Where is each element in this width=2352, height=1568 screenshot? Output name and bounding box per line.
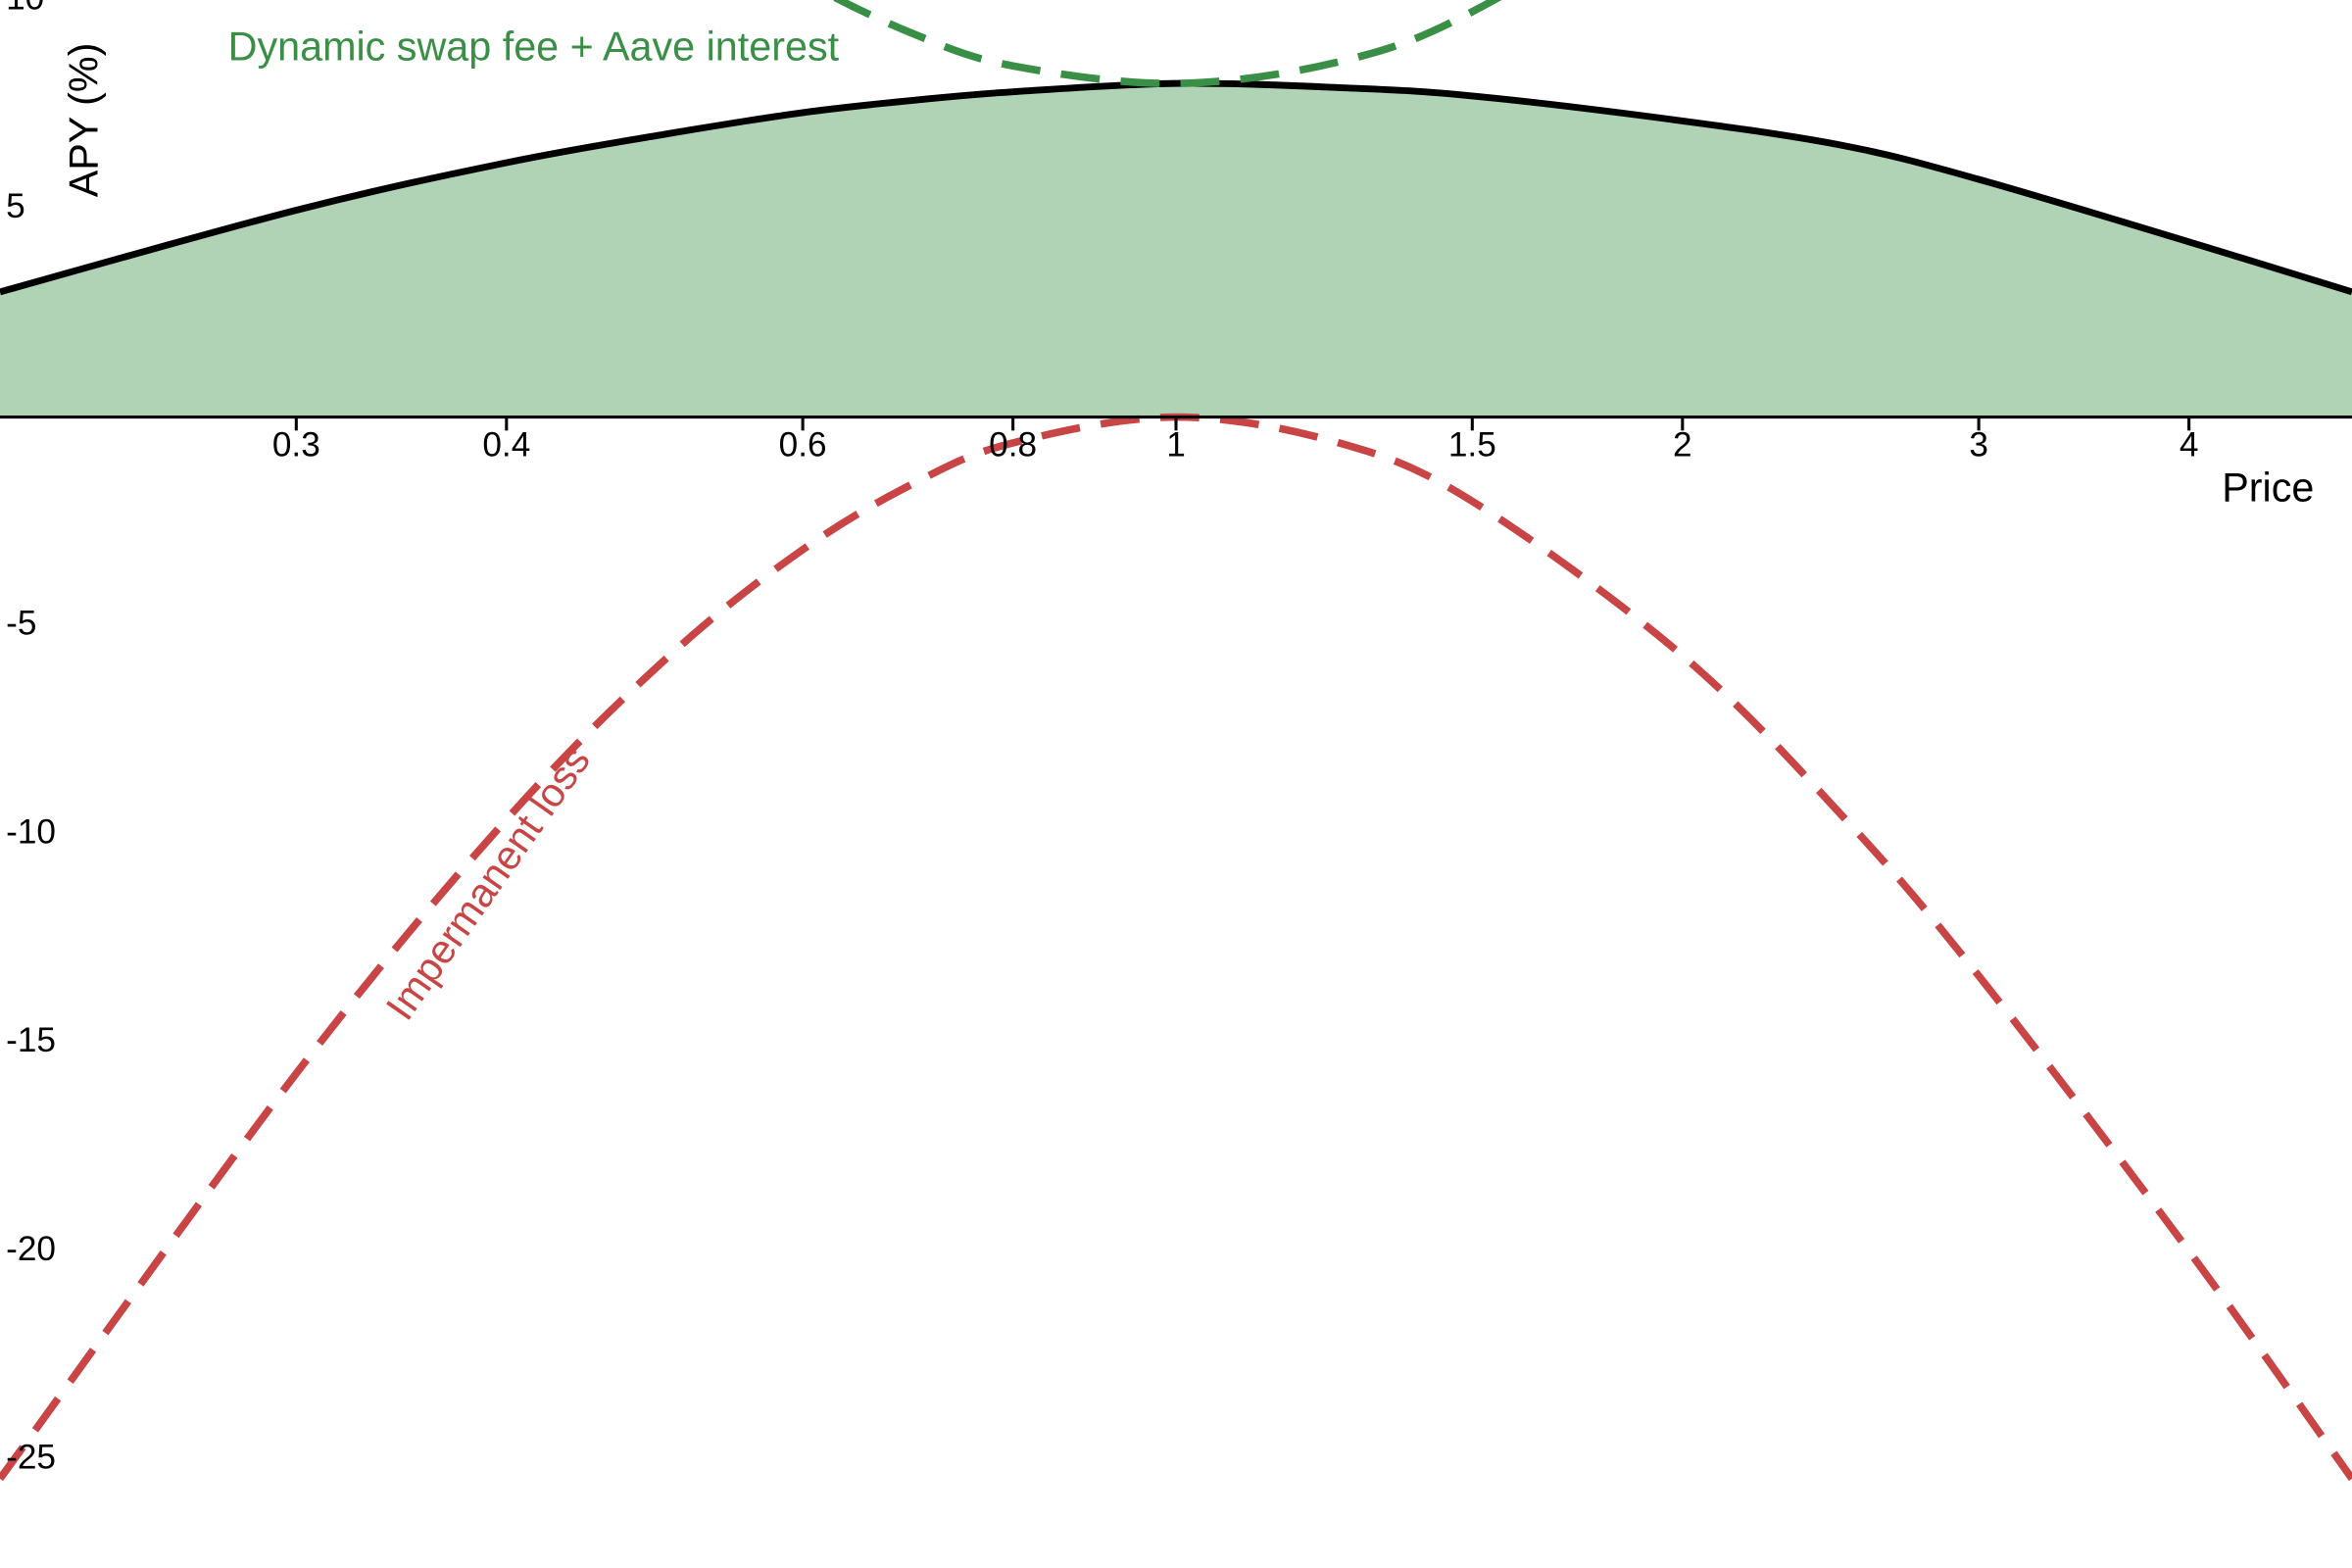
series-annotation: Dynamic swap fee + Aave interest	[228, 24, 840, 69]
series-annotation: Impermanent loss	[377, 739, 599, 1028]
x-axis-label: Price	[2222, 465, 2314, 510]
x-tick-label: 0.8	[989, 425, 1037, 464]
series-line	[0, 79, 2352, 296]
x-tick-label: 1	[1166, 425, 1186, 464]
y-tick-label: -10	[6, 812, 56, 851]
y-tick-label: -5	[6, 605, 36, 643]
x-tick-label: 3	[1969, 425, 1988, 464]
plot-area	[0, 0, 2352, 1482]
series-line	[0, 413, 2352, 1482]
x-tick-label: 0.6	[779, 425, 827, 464]
x-tick-label: 4	[2180, 425, 2199, 464]
y-tick-label: 5	[6, 187, 25, 225]
y-tick-label: 10	[6, 0, 44, 17]
y-tick-label: -15	[6, 1021, 56, 1059]
x-tick-label: 2	[1673, 425, 1692, 464]
y-tick-label: -20	[6, 1230, 56, 1268]
x-tick-label: 0.3	[272, 425, 320, 464]
y-axis-label: APY (%)	[62, 43, 107, 198]
x-tick-label: 1.5	[1448, 425, 1496, 464]
y-tick-label: -25	[6, 1439, 56, 1477]
x-tick-label: 0.4	[482, 425, 530, 464]
area	[0, 83, 2352, 417]
